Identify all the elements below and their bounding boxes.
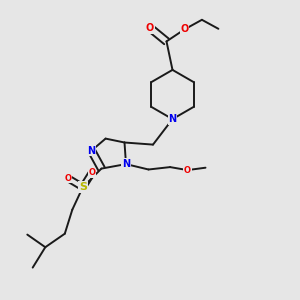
Text: N: N [168,114,177,124]
Text: S: S [79,182,87,192]
Text: O: O [64,174,71,183]
Text: O: O [146,23,154,33]
Text: N: N [87,146,96,156]
Text: O: O [180,24,189,34]
Text: O: O [184,166,191,175]
Text: O: O [88,168,95,177]
Text: N: N [122,159,130,169]
